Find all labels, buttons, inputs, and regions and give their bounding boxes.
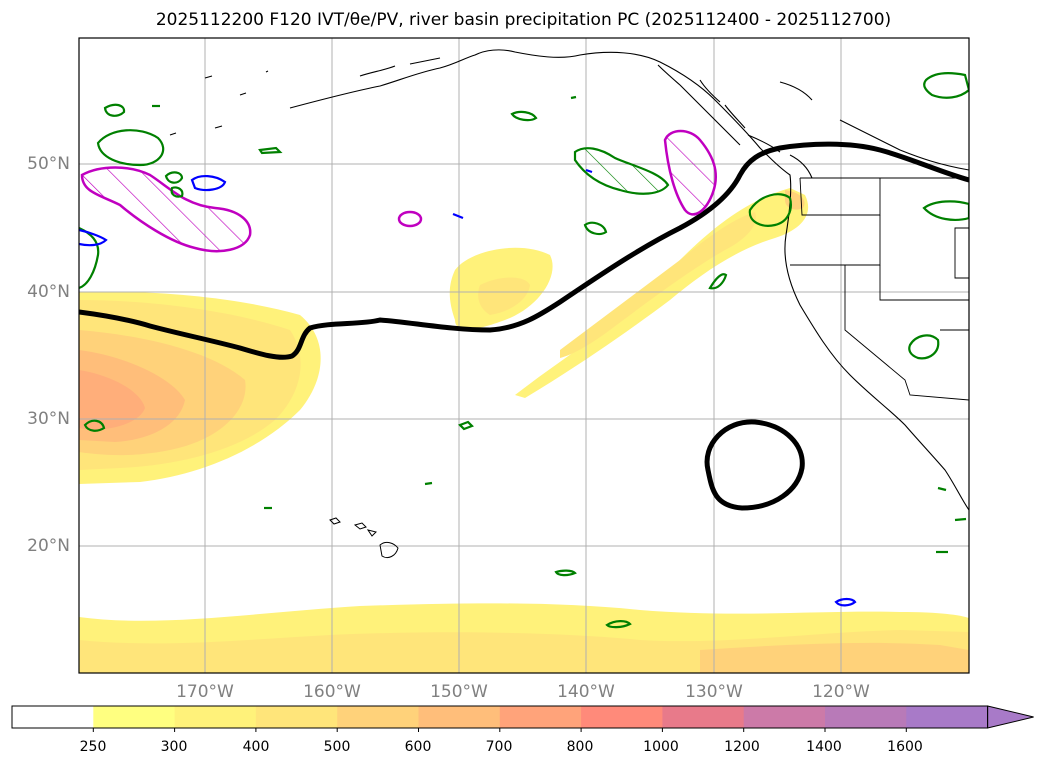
lon-label: 160°W (303, 682, 361, 702)
colorbar-tick-label: 500 (323, 739, 351, 755)
hawaii-islands (329, 517, 399, 559)
colorbar-segment (174, 706, 257, 728)
colorbar-tick-label: 300 (160, 739, 188, 755)
figure-title: 2025112200 F120 IVT/θe/PV, river basin p… (155, 10, 892, 30)
colorbar-tick-label: 1000 (643, 739, 679, 755)
lon-label: 130°W (685, 682, 743, 702)
colorbar-segment (418, 706, 501, 728)
lon-label: 140°W (557, 682, 615, 702)
lat-label: 30°N (27, 409, 70, 429)
theta-e-contour-closed (704, 419, 805, 511)
theta-e-contour-main (79, 141, 969, 360)
colorbar-tick-label: 600 (404, 739, 432, 755)
colorbar-tick-label: 800 (566, 739, 594, 755)
lon-label: 120°W (812, 682, 870, 702)
ivt-blob-central (449, 247, 553, 330)
ivt-southern-band (79, 603, 969, 673)
precip-contours-blue (79, 168, 857, 607)
lat-label: 50°N (27, 154, 70, 174)
colorbar (11, 705, 1034, 732)
colorbar-segment (825, 706, 907, 728)
graticule (79, 38, 969, 673)
colorbar-extend-arrow (987, 705, 1034, 729)
lat-label: 20°N (27, 536, 70, 556)
lon-label: 170°W (176, 682, 234, 702)
map-frame (78, 37, 970, 674)
lon-label: 150°W (430, 682, 488, 702)
political-borders (790, 177, 969, 401)
coastline (169, 49, 969, 511)
ivt-plume-west (79, 291, 321, 484)
pv-contour-small (397, 210, 423, 228)
colorbar-segment (906, 706, 989, 728)
colorbar-segment (662, 706, 745, 728)
colorbar-tick-label: 1200 (724, 739, 760, 755)
colorbar-tick-label: 700 (485, 739, 513, 755)
colorbar-segment (499, 706, 582, 728)
colorbar-segment (743, 706, 826, 728)
pv-contour-west (80, 166, 252, 253)
colorbar-segment (255, 706, 338, 728)
pv-contour-northeast (663, 129, 717, 216)
colorbar-segment (93, 706, 176, 728)
colorbar-segment (581, 706, 663, 728)
colorbar-tick-label: 250 (79, 739, 107, 755)
lat-label: 40°N (27, 282, 70, 302)
colorbar-tick-label: 1400 (806, 739, 842, 755)
colorbar-segment (337, 706, 419, 728)
colorbar-segment (12, 706, 94, 728)
colorbar-tick-label: 400 (242, 739, 270, 755)
colorbar-tick-label: 1600 (887, 739, 923, 755)
